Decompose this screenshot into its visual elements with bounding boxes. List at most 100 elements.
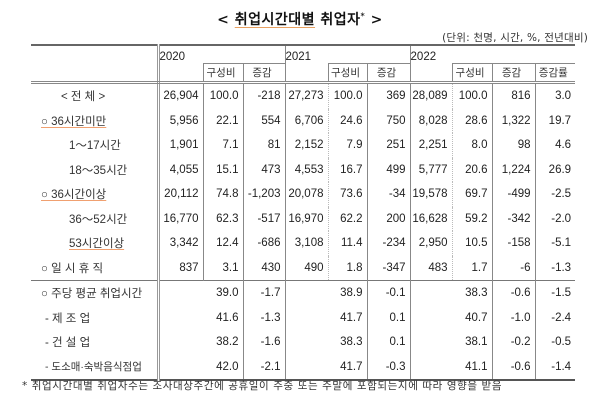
cell-2021-share: 73.6 — [328, 182, 368, 207]
header-2022-rate: 증감률 — [534, 63, 576, 84]
table-row-36h-plus: ○ 36시간이상 20,112 74.8 -1,203 20,078 73.6 … — [31, 182, 575, 207]
title-underlined: 취업시간대별 — [234, 12, 316, 28]
cell-2020-value: 20,112 — [158, 182, 204, 207]
cell-2020-share: 62.3 — [203, 206, 244, 231]
cell-2021-change: 750 — [367, 108, 411, 133]
cell-2020-change: -1.6 — [243, 330, 286, 355]
cell-2022-value: 8,028 — [410, 108, 453, 133]
cell-2021-hours: 41.7 — [285, 354, 368, 381]
cell-2022-hours: 38.1 — [410, 330, 493, 355]
cell-2021-value: 6,706 — [285, 108, 329, 133]
cell-2020-value: 4,055 — [158, 157, 204, 182]
cell-2022-rate: -1.3 — [551, 261, 572, 274]
cell-2021-change: 0.1 — [367, 305, 411, 330]
cell-2022-share: 69.7 — [452, 182, 493, 207]
header-2021-share: 구성비 — [327, 63, 367, 84]
cell-2022-rate: -0.5 — [551, 336, 572, 349]
cell-2021-value: 2,152 — [285, 133, 329, 158]
cell-2020-change: -1.3 — [243, 305, 286, 330]
cell-2022-change: 98 — [492, 133, 536, 158]
cell-2021-change: 200 — [367, 206, 411, 231]
cell-2022-change: -0.6 — [492, 280, 536, 306]
cell-2021-value: 490 — [285, 255, 329, 281]
cell-2022-rate: -1.4 — [535, 354, 576, 381]
cell-2020-hours: 42.0 — [158, 354, 244, 381]
cell-2021-share: 24.6 — [328, 108, 368, 133]
cell-2020-change: -1.7 — [243, 280, 286, 306]
header-corner — [31, 44, 160, 84]
cell-2020-change: 554 — [243, 108, 286, 133]
cell-2020-value: 1,901 — [158, 133, 204, 158]
cell-2020-value: 16,770 — [158, 206, 204, 231]
header-2020-value — [158, 63, 203, 84]
cell-2022-change: -6 — [492, 255, 536, 281]
table-title: < 취업시간대별 취업자* > — [0, 9, 600, 29]
cell-2022-value: 16,628 — [410, 206, 453, 231]
row-label: < 전 체 > — [31, 82, 160, 109]
cell-2022-rate: -2.4 — [551, 311, 572, 324]
cell-2020-share: 22.1 — [203, 108, 244, 133]
cell-2022-share: 59.2 — [452, 206, 493, 231]
header-2022-value — [410, 63, 453, 84]
cell-2020-hours: 38.2 — [158, 330, 244, 355]
cell-2022-share: 1.7 — [452, 255, 493, 281]
cell-2020-change: -2.1 — [243, 354, 286, 381]
row-label-text: ○ 36시간이상 — [41, 189, 107, 202]
unit-note: (단위: 천명, 시간, %, 전년대비) — [442, 32, 588, 44]
cell-2021-change: 251 — [367, 133, 411, 158]
header-2021-value — [285, 63, 328, 84]
cell-2021-hours: 38.3 — [285, 330, 368, 355]
row-label: - 건 설 업 — [31, 330, 160, 355]
table-row-wholesale-retail-hospitality: - 도소매·숙박음식점업 42.0 -2.1 41.7 -0.3 41.1 -0… — [31, 354, 576, 381]
cell-2020-share: 74.8 — [203, 182, 244, 207]
cell-2020-share: 12.4 — [203, 231, 244, 256]
cell-2020-change: 81 — [243, 133, 286, 158]
table-row-temporary-absence: ○ 일 시 휴 직 837 3.1 430 490 1.8 -347 483 1… — [31, 255, 575, 281]
cell-2020-share: 100.0 — [203, 82, 244, 109]
cell-2021-share: 1.8 — [328, 255, 368, 281]
header-2021-change: 증감 — [366, 63, 411, 84]
cell-2022-change: -0.6 — [492, 354, 536, 381]
cell-2021-change: 0.1 — [367, 330, 411, 355]
cell-2021-change: 499 — [367, 157, 411, 182]
cell-2021-value: 27,273 — [285, 82, 329, 109]
cell-2020-change: -218 — [243, 82, 286, 109]
cell-2021-change: -0.3 — [367, 354, 411, 381]
cell-2021-hours: 41.7 — [285, 305, 368, 330]
row-label: - 제 조 업 — [31, 305, 160, 330]
cell-2020-share: 15.1 — [203, 157, 244, 182]
cell-2022-change: 1,224 — [492, 157, 536, 182]
table-row-under-36h: ○ 36시간미만 5,956 22.1 554 6,706 24.6 750 8… — [31, 108, 575, 133]
cell-2022-hours: 41.1 — [410, 354, 493, 381]
title-rest: 취업자 — [315, 12, 361, 28]
cell-2022-rate: 19.7 — [548, 114, 572, 127]
row-label: 53시간이상 — [31, 231, 160, 256]
cell-2021-value: 4,553 — [285, 157, 329, 182]
cell-2022-share: 8.0 — [452, 133, 493, 158]
cell-2021-share: 7.9 — [328, 133, 368, 158]
cell-2022-change: -342 — [492, 206, 536, 231]
cell-2020-hours: 39.0 — [158, 280, 244, 306]
cell-2022-share: 100.0 — [452, 82, 493, 109]
cell-2022-share: 20.6 — [452, 157, 493, 182]
table-row-avg-hours: ○ 주당 평균 취업시간 39.0 -1.7 38.9 -0.1 38.3 -0… — [31, 280, 576, 306]
cell-2021-share: 11.4 — [328, 231, 368, 256]
row-label: 18～35시간 — [31, 157, 160, 182]
cell-2021-value: 3,108 — [285, 231, 329, 256]
cell-2022-change: -1.0 — [492, 305, 536, 330]
cell-2021-share: 62.2 — [328, 206, 368, 231]
cell-2020-value: 3,342 — [158, 231, 204, 256]
cell-2020-value: 837 — [158, 255, 204, 281]
cell-2020-value: 26,904 — [158, 82, 204, 109]
cell-2021-change: -234 — [367, 231, 411, 256]
cell-2022-value: 483 — [410, 255, 453, 281]
cell-2022-rate: 3.0 — [555, 90, 572, 103]
header-year-2021: 2021 — [285, 44, 411, 64]
cell-2021-change: -0.1 — [367, 280, 411, 306]
table-row-18-35h: 18～35시간 4,055 15.1 473 4,553 16.7 499 5,… — [31, 157, 575, 182]
cell-2022-change: -158 — [492, 231, 536, 256]
title-star: * — [360, 10, 366, 21]
cell-2022-share: 28.6 — [452, 108, 493, 133]
cell-2022-change: -499 — [492, 182, 536, 207]
cell-2022-share: 10.5 — [452, 231, 493, 256]
